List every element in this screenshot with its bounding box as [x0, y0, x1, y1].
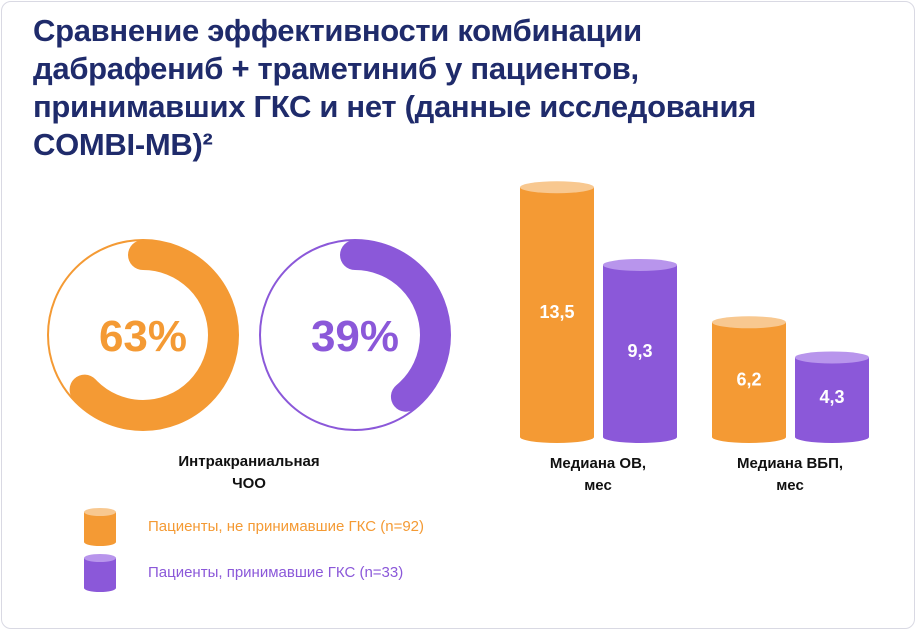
bar-body — [520, 187, 594, 437]
donut-1-arc — [48, 240, 238, 430]
bar-body — [603, 264, 677, 437]
bar-chart: 13,5 9,3 6,2 4,3 — [520, 181, 869, 443]
bar-category-label-os-line2: мес — [584, 477, 612, 494]
legend-swatch-purple-icon — [84, 554, 116, 592]
bar-1-2: 9,3 — [603, 258, 677, 443]
bar-category-label-os-line1: Медиана ОВ, — [549, 455, 647, 472]
legend-swatch-orange-icon — [84, 508, 116, 546]
bar-2-1: 6,2 — [712, 316, 786, 443]
bar-category-label-pfs: Медиана ВБП, мес — [710, 453, 870, 497]
bar-value-label: 9,3 — [627, 341, 652, 361]
bar-base — [520, 431, 594, 443]
bar-category-label-pfs-line2: мес — [776, 477, 804, 494]
bar-base — [795, 431, 869, 443]
donut-2-arc — [260, 240, 450, 430]
bar-category-label-os: Медиана ОВ, мес — [518, 453, 678, 497]
bar-1-1: 13,5 — [520, 181, 594, 443]
bar-top — [603, 258, 677, 271]
bar-base — [712, 431, 786, 443]
bar-value-label: 13,5 — [539, 302, 574, 322]
bar-category-label-pfs-line1: Медиана ВБП, — [736, 455, 844, 472]
bar-value-label: 4,3 — [819, 387, 844, 407]
donut-category-label: Интракраниальная ЧОО — [178, 453, 320, 492]
bar-top — [520, 181, 594, 194]
donut-1-value: 63% — [99, 312, 187, 361]
bar-2-2: 4,3 — [795, 351, 869, 443]
bar-top — [712, 316, 786, 329]
bar-body — [712, 322, 786, 437]
legend-label-gks: Пациенты, принимавшие ГКС (n=33) — [148, 563, 404, 581]
bar-value-label: 6,2 — [736, 370, 761, 390]
legend-label-no-gks: Пациенты, не принимавшие ГКС (n=92) — [148, 517, 425, 535]
donut-charts: 63% 39% — [47, 239, 451, 431]
donut-2: 39% — [259, 239, 451, 431]
chart-title: Сравнение эффективности комбинации дабра… — [33, 13, 757, 162]
bar-base — [603, 431, 677, 443]
legend-item-no-gks: Пациенты, не принимавшие ГКС (n=92) — [80, 506, 424, 546]
legend-item-gks: Пациенты, принимавшие ГКС (n=33) — [80, 552, 403, 592]
donut-2-value: 39% — [311, 312, 399, 361]
donut-1: 63% — [47, 239, 239, 431]
bar-body — [795, 357, 869, 437]
bar-top — [795, 351, 869, 364]
